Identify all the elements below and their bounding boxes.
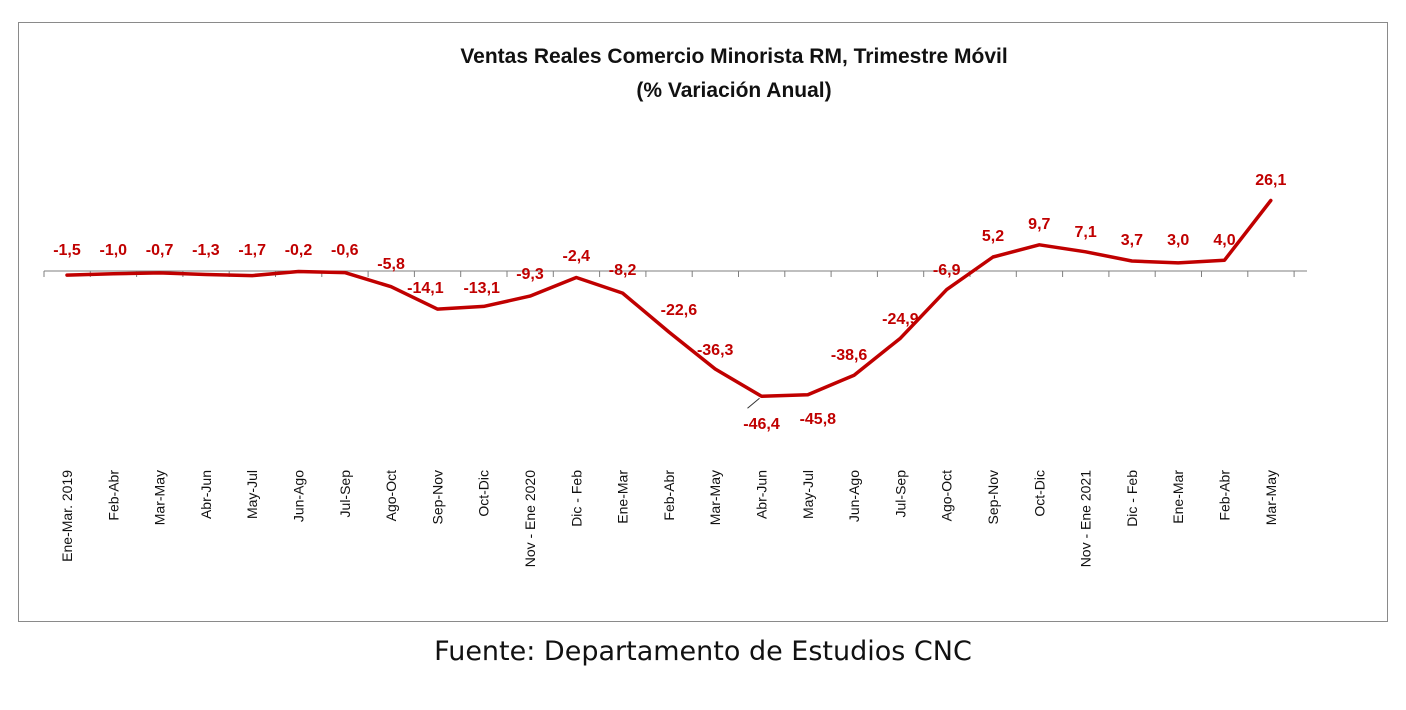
data-point [65, 273, 69, 277]
chart-subtitle: (% Variación Anual) [636, 79, 831, 102]
data-point [852, 373, 856, 377]
data-point [1223, 258, 1227, 262]
data-label: -38,6 [831, 347, 868, 364]
data-point [1176, 261, 1180, 265]
x-tick-label: Feb-Abr [661, 470, 677, 521]
data-label: -1,0 [100, 242, 128, 259]
data-point [297, 270, 301, 274]
data-point [528, 294, 532, 298]
data-point [250, 274, 254, 278]
data-point [389, 285, 393, 289]
data-point [111, 272, 115, 276]
chart-frame: Ventas Reales Comercio Minorista RM, Tri… [18, 22, 1388, 622]
data-label: 7,1 [1074, 224, 1096, 241]
data-label: -0,7 [146, 242, 174, 259]
x-tick-label: Nov - Ene 2021 [1078, 470, 1094, 567]
data-point [806, 393, 810, 397]
x-tick-label: Abr-Jun [754, 470, 770, 519]
x-tick-label: Ago-Oct [939, 470, 955, 521]
data-point [991, 255, 995, 259]
line-chart: Ventas Reales Comercio Minorista RM, Tri… [43, 45, 1307, 567]
data-point [667, 330, 671, 334]
data-label: -24,9 [882, 311, 919, 328]
data-label: -45,8 [800, 411, 837, 428]
data-label: -22,6 [661, 302, 698, 319]
data-point [574, 275, 578, 279]
data-point [158, 271, 162, 275]
x-tick-label: Jun-Ago [846, 470, 862, 522]
data-label: -6,9 [933, 262, 961, 279]
data-point [713, 367, 717, 371]
data-label: -5,8 [377, 256, 405, 273]
data-point [204, 273, 208, 277]
x-tick-label: May-Jul [800, 470, 816, 519]
x-tick-label: Mar-May [152, 470, 168, 525]
data-label: 3,7 [1121, 232, 1143, 249]
data-label: -0,2 [285, 242, 313, 259]
x-tick-label: Feb-Abr [105, 470, 121, 521]
data-label: -1,3 [192, 242, 220, 259]
data-point [1269, 199, 1273, 203]
data-label: -0,6 [331, 242, 359, 259]
data-label: -13,1 [463, 280, 500, 297]
data-label: -1,7 [238, 242, 266, 259]
x-tick-label: May-Jul [244, 470, 260, 519]
data-point [435, 307, 439, 311]
series-line [65, 198, 1273, 399]
source-note: Fuente: Departamento de Estudios CNC [434, 636, 972, 667]
x-tick-label: Oct-Dic [476, 470, 492, 517]
data-point [343, 271, 347, 275]
x-tick-label: Jun-Ago [291, 470, 307, 522]
x-tick-label: Oct-Dic [1031, 470, 1047, 517]
data-label: -14,1 [407, 280, 444, 297]
data-label: 9,7 [1028, 216, 1050, 233]
data-point [898, 336, 902, 340]
data-point [1037, 243, 1041, 247]
data-point [621, 291, 625, 295]
data-point [760, 394, 764, 398]
label-leader-line [747, 397, 760, 409]
data-label: -9,3 [516, 266, 544, 283]
data-point [482, 304, 486, 308]
x-tick-label: Jul-Sep [892, 470, 908, 518]
x-tick-label: Jul-Sep [337, 470, 353, 518]
data-label: -2,4 [563, 248, 591, 265]
data-label: 4,0 [1213, 232, 1235, 249]
x-tick-label: Dic - Feb [1124, 470, 1140, 527]
x-tick-label: Ene-Mar [615, 470, 631, 524]
x-tick-label: Sep-Nov [429, 470, 445, 524]
x-tick-label: Ene-Mar [1170, 470, 1186, 524]
x-tick-label: Mar-May [1263, 470, 1279, 525]
data-label: 5,2 [982, 228, 1004, 245]
x-tick-label: Sep-Nov [985, 470, 1001, 524]
data-label: -8,2 [609, 262, 637, 279]
chart-title: Ventas Reales Comercio Minorista RM, Tri… [460, 45, 1007, 68]
x-tick-label: Dic - Feb [568, 470, 584, 527]
data-point [945, 288, 949, 292]
data-label: -1,5 [53, 242, 81, 259]
x-tick-label: Mar-May [707, 470, 723, 525]
data-label: -36,3 [697, 342, 734, 359]
data-point [1084, 250, 1088, 254]
x-tick-label: Ago-Oct [383, 470, 399, 521]
x-tick-label: Feb-Abr [1217, 470, 1233, 521]
x-tick-label: Abr-Jun [198, 470, 214, 519]
x-tick-label: Ene-Mar. 2019 [59, 470, 75, 562]
x-tick-label: Nov - Ene 2020 [522, 470, 538, 567]
data-label: 3,0 [1167, 232, 1189, 249]
data-label: -46,4 [743, 416, 780, 433]
data-label: 26,1 [1255, 172, 1286, 189]
data-point [1130, 259, 1134, 263]
